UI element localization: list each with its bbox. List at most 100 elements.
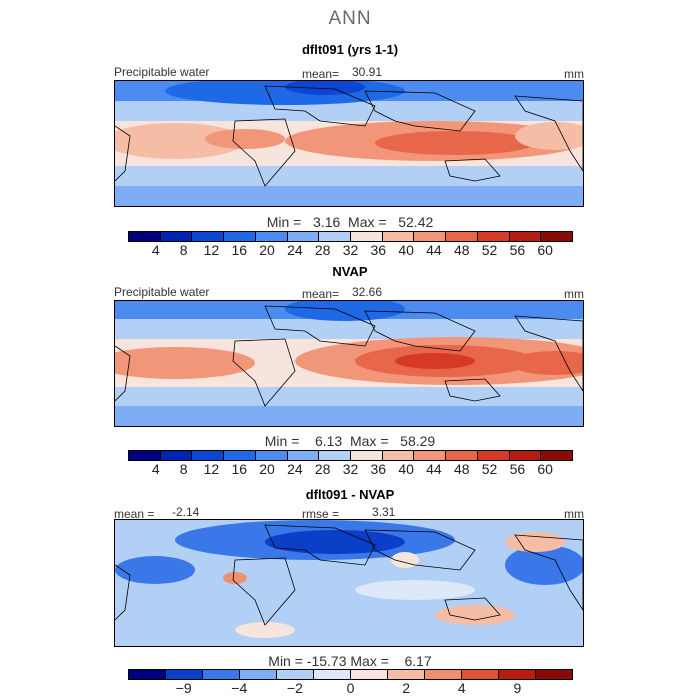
panel-title-obs: NVAP bbox=[332, 264, 368, 279]
map-field-svg bbox=[115, 520, 583, 646]
colorbar bbox=[128, 450, 573, 461]
colorbar-tick-label: 56 bbox=[509, 461, 526, 477]
colorbar-tick-label: 60 bbox=[537, 242, 553, 258]
colorbar-tick-label: −4 bbox=[231, 680, 248, 696]
min-label: Min = bbox=[266, 214, 302, 230]
colorbar-segment bbox=[240, 670, 277, 679]
max-label: Max = bbox=[348, 214, 387, 230]
colorbar-segment bbox=[351, 232, 383, 241]
colorbar-segment bbox=[287, 232, 320, 241]
colorbar-segment bbox=[477, 232, 510, 241]
colorbar-segment bbox=[414, 232, 447, 241]
minmax-line: Min = -15.73 Max = 6.17 bbox=[0, 653, 700, 669]
colorbar-ticks: −9 −4 −2 0 2 4 9 bbox=[128, 680, 573, 696]
colorbar-tick-label: 36 bbox=[370, 461, 387, 477]
colorbar bbox=[128, 231, 573, 242]
colorbar-tick-label: 12 bbox=[203, 461, 220, 477]
colorbar-segment bbox=[477, 451, 510, 460]
units-label: mm bbox=[564, 507, 584, 521]
colorbar-tick-label: 28 bbox=[314, 242, 331, 258]
colorbar-tick-label: 60 bbox=[537, 461, 553, 477]
colorbar-segment bbox=[382, 451, 415, 460]
colorbar-segment bbox=[277, 670, 314, 679]
colorbar-tick-label: 4 bbox=[457, 680, 466, 696]
colorbar-segment bbox=[224, 451, 256, 460]
map-field-svg bbox=[115, 81, 583, 206]
colorbar-tick-label: 24 bbox=[287, 461, 303, 477]
colorbar-segment bbox=[224, 232, 256, 241]
colorbar-tick-label: 24 bbox=[287, 242, 303, 258]
colorbar-tick-label: 44 bbox=[426, 461, 442, 477]
colorbar-tick-label: 16 bbox=[231, 242, 248, 258]
colorbar-tick-label: −2 bbox=[286, 680, 303, 696]
colorbar-tick-label: 8 bbox=[179, 461, 188, 477]
colorbar-segment bbox=[129, 451, 161, 460]
map-diff bbox=[114, 519, 584, 647]
min-value: 3.16 bbox=[313, 214, 341, 230]
max-label: Max = bbox=[349, 433, 389, 449]
colorbar-tick-label: 12 bbox=[203, 242, 220, 258]
colorbar-tick-label: 48 bbox=[453, 242, 470, 258]
colorbar-segment bbox=[319, 451, 352, 460]
minmax-line: Min = 6.13 Max = 58.29 bbox=[0, 433, 700, 449]
mean-value: 32.66 bbox=[352, 285, 383, 299]
colorbar-tick-label: 4 bbox=[151, 242, 160, 258]
colorbar-tick-label: −9 bbox=[175, 680, 192, 696]
max-label: Max = bbox=[350, 653, 389, 669]
colorbar-segment bbox=[287, 451, 320, 460]
map-model bbox=[114, 80, 584, 207]
colorbar-tick-label: 40 bbox=[398, 461, 414, 477]
colorbar-segment bbox=[129, 232, 161, 241]
colorbar-segment bbox=[351, 670, 388, 679]
colorbar-segment bbox=[536, 670, 572, 679]
colorbar bbox=[128, 669, 573, 680]
colorbar-segment bbox=[192, 451, 225, 460]
colorbar-tick-label: 8 bbox=[179, 242, 188, 258]
variable-label: Precipitable water bbox=[114, 285, 210, 299]
colorbar-segment bbox=[192, 232, 225, 241]
colorbar-segment bbox=[351, 451, 383, 460]
colorbar-segment bbox=[319, 232, 352, 241]
colorbar-tick-label: 0 bbox=[346, 680, 355, 696]
colorbar-segment bbox=[166, 670, 203, 679]
colorbar-segment bbox=[388, 670, 425, 679]
colorbar-segment bbox=[255, 232, 288, 241]
colorbar-ticks: 4 8 12 16 20 24 28 32 36 40 44 48 52 56 60 bbox=[128, 242, 573, 258]
map-field-svg bbox=[115, 301, 583, 426]
colorbar-segment bbox=[446, 451, 478, 460]
colorbar-tick-label: 20 bbox=[259, 461, 275, 477]
min-label: Min = bbox=[264, 433, 300, 449]
mean-label: mean= bbox=[302, 287, 340, 301]
colorbar-segment bbox=[446, 232, 478, 241]
rmse-label: rmse = bbox=[302, 507, 340, 521]
colorbar-segment bbox=[203, 670, 240, 679]
colorbar-tick-label: 20 bbox=[259, 242, 275, 258]
colorbar-tick-label: 52 bbox=[481, 461, 498, 477]
variable-label: Precipitable water bbox=[114, 65, 210, 79]
panel-title-diff: dflt091 - NVAP bbox=[305, 487, 395, 502]
colorbar-segment bbox=[425, 670, 462, 679]
colorbar-segment bbox=[541, 232, 573, 241]
colorbar-segment bbox=[414, 451, 447, 460]
colorbar-segment bbox=[129, 670, 166, 679]
colorbar-tick-label: 36 bbox=[370, 242, 387, 258]
colorbar-tick-label: 52 bbox=[481, 242, 498, 258]
colorbar-segment bbox=[509, 232, 542, 241]
units-label: mm bbox=[564, 67, 584, 81]
colorbar-tick-label: 56 bbox=[509, 242, 526, 258]
colorbar-tick-label: 44 bbox=[426, 242, 442, 258]
colorbar-tick-label: 32 bbox=[342, 461, 359, 477]
colorbar-tick-label: 4 bbox=[151, 461, 160, 477]
colorbar-segment bbox=[509, 451, 542, 460]
rmse-value: 3.31 bbox=[372, 505, 396, 519]
panel-title-model: dflt091 (yrs 1-1) bbox=[301, 42, 399, 57]
map-obs bbox=[114, 300, 584, 427]
colorbar-ticks: 4 8 12 16 20 24 28 32 36 40 44 48 52 56 60 bbox=[128, 461, 573, 477]
units-label: mm bbox=[564, 287, 584, 301]
min-label: Min = bbox=[268, 653, 303, 669]
colorbar-segment bbox=[382, 232, 415, 241]
max-value: 58.29 bbox=[400, 433, 436, 449]
max-value: 52.42 bbox=[398, 214, 434, 230]
colorbar-segment bbox=[499, 670, 536, 679]
min-value: 6.13 bbox=[314, 433, 343, 449]
